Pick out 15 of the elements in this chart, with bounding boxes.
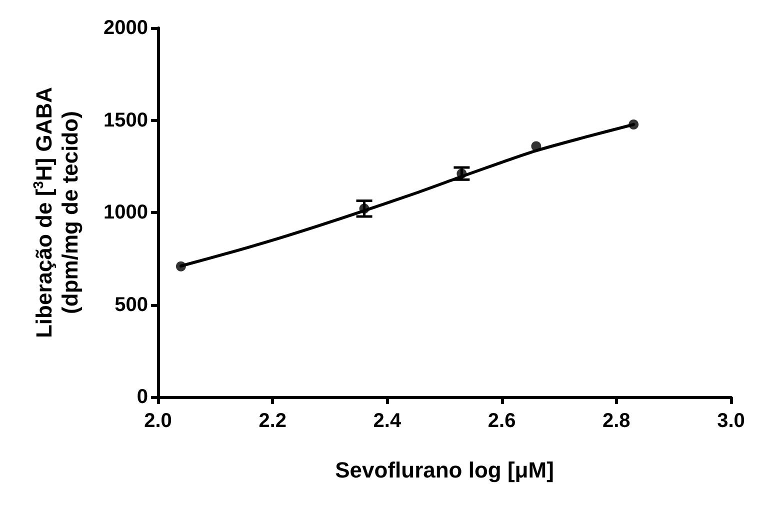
x-tick-label: 3.0 (717, 410, 745, 432)
y-tick-label: 1000 (104, 202, 148, 224)
point (628, 119, 639, 130)
x-tick-label: 2.0 (144, 410, 172, 432)
x-axis-title: Sevoflurano log [μM] (335, 458, 554, 482)
x-tick-label: 2.2 (258, 410, 287, 432)
y-tick-label: 500 (114, 294, 148, 316)
point (531, 141, 542, 152)
y-tick-label: 0 (136, 386, 148, 408)
x-tick-label: 2.6 (488, 410, 516, 432)
x-tick-label: 2.8 (602, 410, 630, 432)
point (176, 261, 186, 272)
x-tick-label: 2.4 (373, 410, 402, 432)
y-tick-label: 2000 (104, 17, 148, 39)
y-tick-label: 1500 (104, 109, 148, 132)
